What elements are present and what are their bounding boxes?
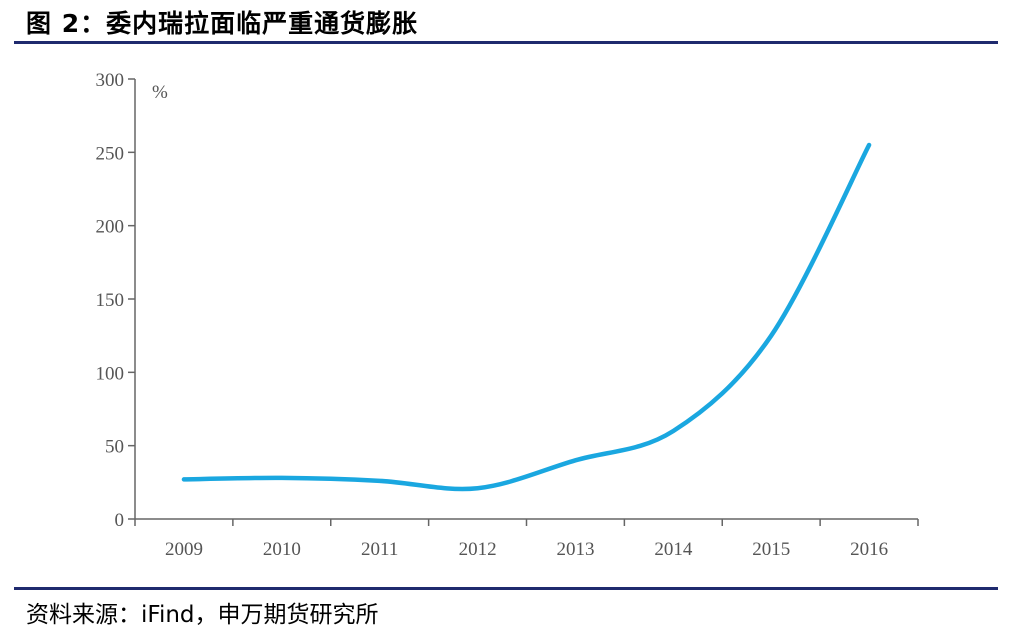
x-tick-label: 2015 — [752, 539, 790, 560]
source-divider — [14, 587, 998, 590]
x-tick-label: 2016 — [850, 539, 888, 560]
y-tick-label: 100 — [96, 363, 125, 384]
x-tick-label: 2013 — [556, 539, 594, 560]
series-line — [181, 142, 872, 492]
x-tick-label: 2010 — [263, 539, 301, 560]
y-tick-label: 250 — [96, 143, 125, 164]
title-divider — [14, 41, 998, 44]
chart-ticks: 0 50 100 150 200 250 300% 2009 2010 2011 2012 2013 2… — [96, 70, 919, 560]
x-tick-label: 2012 — [459, 539, 497, 560]
x-tick-label: 2014 — [654, 539, 693, 560]
line-chart: 0 50 100 150 200 250 300% 2009 2010 2011 2012 2013 2… — [96, 70, 919, 560]
chart-series — [181, 142, 872, 492]
x-tick-label: 2011 — [361, 539, 398, 560]
source-note: 资料来源：iFind，申万期货研究所 — [26, 602, 379, 628]
y-tick-label: 300 — [96, 70, 125, 91]
y-tick-label: 50 — [105, 437, 124, 458]
page-title: 图 2：委内瑞拉面临严重通货膨胀 — [26, 9, 419, 38]
y-tick-label: 200 — [96, 217, 125, 238]
y-axis-unit-label: % — [152, 82, 168, 103]
x-tick-label: 2009 — [165, 539, 203, 560]
y-tick-label: 0 — [115, 510, 125, 531]
chart-axes — [134, 79, 918, 520]
y-tick-label: 150 — [96, 290, 125, 311]
